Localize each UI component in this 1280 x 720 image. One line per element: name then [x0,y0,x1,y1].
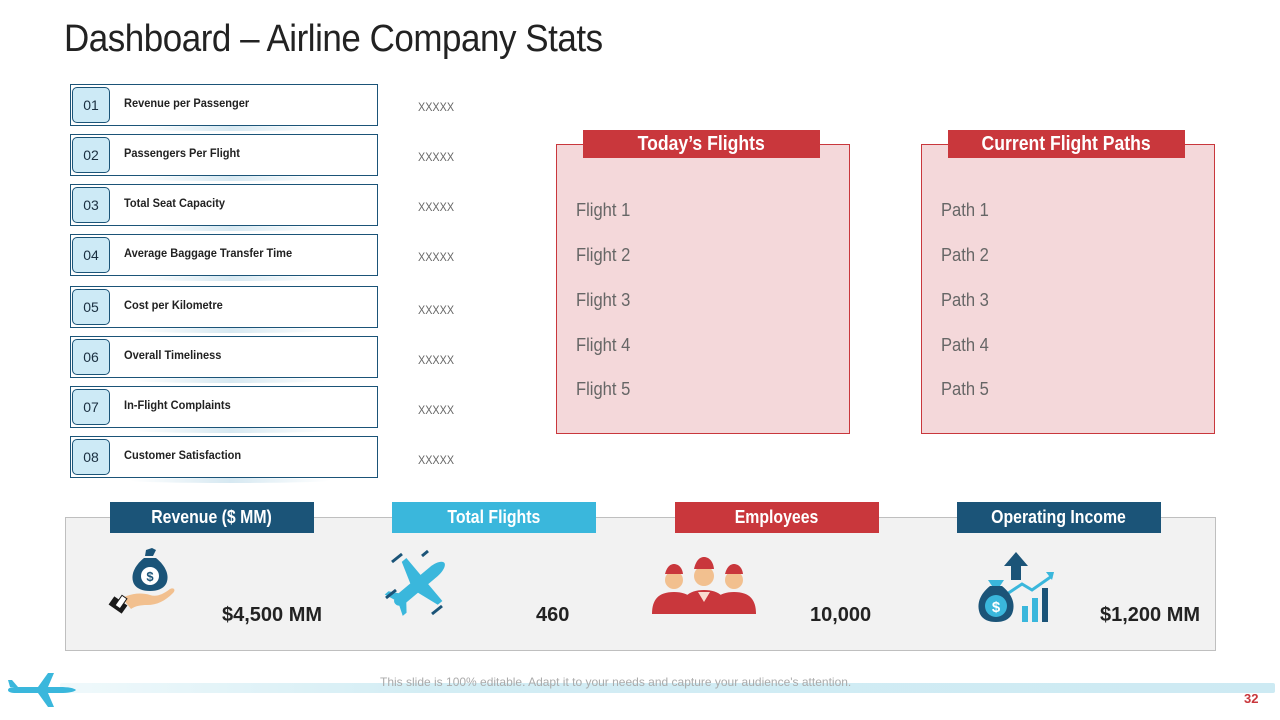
kpi-shadow [130,428,330,433]
kpi-value: XXXXX [418,403,455,417]
kpi-box [70,234,378,276]
kpi-number: 04 [72,237,110,273]
stat-heading-revenue: Revenue ($ MM) [110,502,314,533]
stat-value-income: $1,200 MM [1100,604,1201,626]
airplane-icon [384,549,445,616]
path-item: Path 3 [941,290,989,310]
kpi-label: Overall Timeliness [124,348,222,362]
kpi-label: Customer Satisfaction [124,448,242,462]
path-item: Path 4 [941,335,989,355]
page-title: Dashboard – Airline Company Stats [64,18,603,60]
path-item: Path 1 [941,200,989,220]
kpi-value: XXXXX [418,453,455,467]
kpi-number: 03 [72,187,110,223]
kpi-shadow [130,478,330,483]
kpi-shadow [130,276,330,281]
kpi-box [70,386,378,428]
flight-item: Flight 2 [576,245,631,265]
stat-heading-flights: Total Flights [392,502,596,533]
kpi-shadow [130,176,330,181]
kpi-number: 07 [72,389,110,425]
page-number: 32 [1244,691,1259,706]
money-growth-chart-icon: $ [978,552,1054,622]
flight-item: Flight 1 [576,200,631,220]
stat-value-revenue: $4,500 MM [222,604,323,626]
kpi-value: XXXXX [418,353,455,367]
flight-item: Flight 3 [576,290,631,310]
kpi-number: 01 [72,87,110,123]
kpi-row: 07 In-Flight Complaints [70,386,378,433]
kpi-shadow [130,328,330,333]
crew-group-icon [652,557,756,614]
kpi-label: Passengers Per Flight [124,146,240,160]
path-item: Path 5 [941,379,989,399]
kpi-value: XXXXX [418,200,455,214]
svg-text:$: $ [146,569,154,584]
flight-item: Flight 5 [576,379,631,399]
kpi-row: 08 Customer Satisfaction [70,436,378,483]
stat-value-flights: 460 [536,604,570,626]
footer-note: This slide is 100% editable. Adapt it to… [380,675,852,689]
kpi-box [70,134,378,176]
kpi-row: 02 Passengers Per Flight [70,134,378,181]
kpi-shadow [130,378,330,383]
flights-panel-heading: Today’s Flights [583,130,820,158]
stat-heading-income: Operating Income [957,502,1161,533]
kpi-row: 03 Total Seat Capacity [70,184,378,231]
path-item: Path 2 [941,245,989,265]
kpi-value: XXXXX [418,100,455,114]
kpi-row: 04 Average Baggage Transfer Time [70,234,378,281]
kpi-row: 06 Overall Timeliness [70,336,378,383]
kpi-box [70,184,378,226]
kpi-box [70,286,378,328]
kpi-number: 06 [72,339,110,375]
kpi-value: XXXXX [418,250,455,264]
flight-item: Flight 4 [576,335,631,355]
money-bag-hand-icon: $ [108,548,175,614]
kpi-label: Cost per Kilometre [124,298,223,312]
kpi-box [70,84,378,126]
kpi-label: Average Baggage Transfer Time [124,246,293,260]
kpi-value: XXXXX [418,303,455,317]
kpi-number: 02 [72,137,110,173]
footer-line [60,683,1275,693]
svg-text:$: $ [992,599,1001,616]
kpi-row: 05 Cost per Kilometre [70,286,378,333]
paths-panel-heading: Current Flight Paths [948,130,1185,158]
kpi-shadow [130,126,330,131]
airplane-logo-icon [8,673,76,707]
kpi-label: Revenue per Passenger [124,96,250,110]
kpi-shadow [130,226,330,231]
kpi-row: 01 Revenue per Passenger [70,84,378,131]
stat-heading-employees: Employees [675,502,879,533]
kpi-number: 05 [72,289,110,325]
stat-value-employees: 10,000 [810,604,872,626]
kpi-number: 08 [72,439,110,475]
kpi-value: XXXXX [418,150,455,164]
kpi-label: Total Seat Capacity [124,196,226,210]
flights-panel [556,144,850,434]
kpi-box [70,436,378,478]
kpi-label: In-Flight Complaints [124,398,231,412]
kpi-box [70,336,378,378]
